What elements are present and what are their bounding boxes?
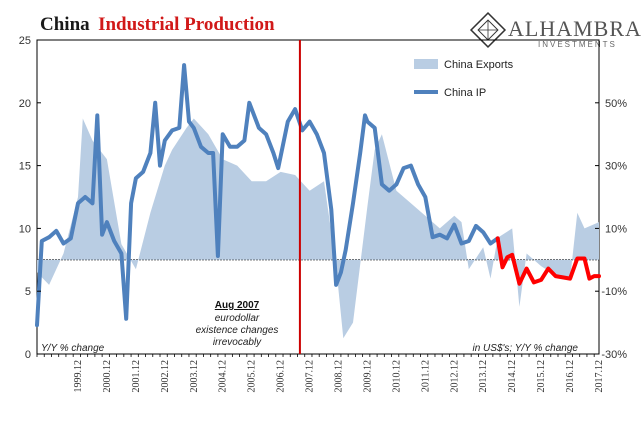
diamond-logo-icon (469, 11, 507, 49)
x-tick-label: 2013.12 (478, 360, 489, 393)
ip-line (35, 63, 500, 328)
y-left-tick-label: 20 (19, 98, 31, 110)
x-tick-label: 2004.12 (218, 360, 229, 393)
brand-name: ALHAMBRA (508, 16, 641, 41)
x-tick-label: 2002.12 (160, 360, 171, 393)
annotation-heading: Aug 2007 (215, 300, 260, 311)
chart-title: China Industrial Production (40, 14, 275, 35)
y-left-tick-label: 5 (25, 286, 31, 298)
x-tick-label: 2006.12 (276, 360, 287, 393)
x-tick-label: 2005.12 (247, 360, 258, 393)
brand-sub: INVESTMENTS (538, 40, 617, 49)
y-right-ticks: -30% -10% 10% 30% 50% (595, 98, 627, 361)
chart-title-part2: Industrial Production (98, 14, 275, 35)
y-left-ticks: 0 5 10 15 20 25 (19, 35, 41, 361)
x-tick-label: 1999.12 (73, 360, 84, 393)
plot-frame (36, 39, 600, 355)
x-tick-label: 2016.12 (565, 360, 576, 393)
ip-recent-line (495, 236, 601, 286)
x-tick-label: 2003.12 (189, 360, 200, 393)
left-axis-note: Y/Y % change (41, 343, 105, 354)
annotation-line2: existence changes (196, 325, 279, 336)
legend: China Exports China IP (414, 59, 514, 99)
y-right-tick-label: 10% (605, 223, 627, 235)
y-left-tick-label: 15 (19, 161, 31, 173)
exports-area (37, 118, 599, 339)
exports-area-layer (37, 118, 599, 339)
x-tick-label: 2007.12 (305, 360, 316, 393)
right-axis-note: in US$'s; Y/Y % change (473, 343, 579, 354)
x-tick-label: 2015.12 (536, 360, 547, 393)
x-tick-label: 2009.12 (362, 360, 373, 393)
x-tick-label: 2012.12 (449, 360, 460, 393)
y-left-tick-label: 0 (25, 349, 31, 361)
plot-area (36, 39, 600, 355)
legend-label-ip: China IP (444, 87, 486, 99)
annotation-line1: eurodollar (215, 313, 260, 324)
legend-label-exports: China Exports (444, 59, 514, 71)
ip-line-layer (35, 63, 601, 328)
annotation: Aug 2007 eurodollar existence changes ir… (196, 300, 279, 348)
y-left-tick-label: 10 (19, 223, 31, 235)
y-right-tick-label: -10% (601, 286, 627, 298)
x-tick-label: 2011.12 (420, 360, 431, 392)
y-right-tick-label: 50% (605, 98, 627, 110)
annotation-line3: irrevocably (213, 337, 262, 348)
y-right-tick-label: -30% (601, 349, 627, 361)
y-left-tick-label: 25 (19, 35, 31, 47)
x-tick-label: 2000.12 (102, 360, 113, 393)
x-tick-label: 2008.12 (334, 360, 345, 393)
x-tick-label: 2014.12 (507, 360, 518, 393)
chart-title-part1: China (40, 14, 90, 35)
x-tick-label: 2017.12 (594, 360, 605, 393)
x-tick-label: 2001.12 (131, 360, 142, 393)
x-tick-label: 2010.12 (391, 360, 402, 393)
x-ticks: 1999.12 2000.12 2001.12 2002.12 2003.12 2004.… (36, 354, 605, 393)
y-right-tick-label: 30% (605, 161, 627, 173)
legend-swatch-exports (414, 59, 438, 69)
alhambra-logo: ALHAMBRA INVESTMENTS (469, 11, 641, 49)
